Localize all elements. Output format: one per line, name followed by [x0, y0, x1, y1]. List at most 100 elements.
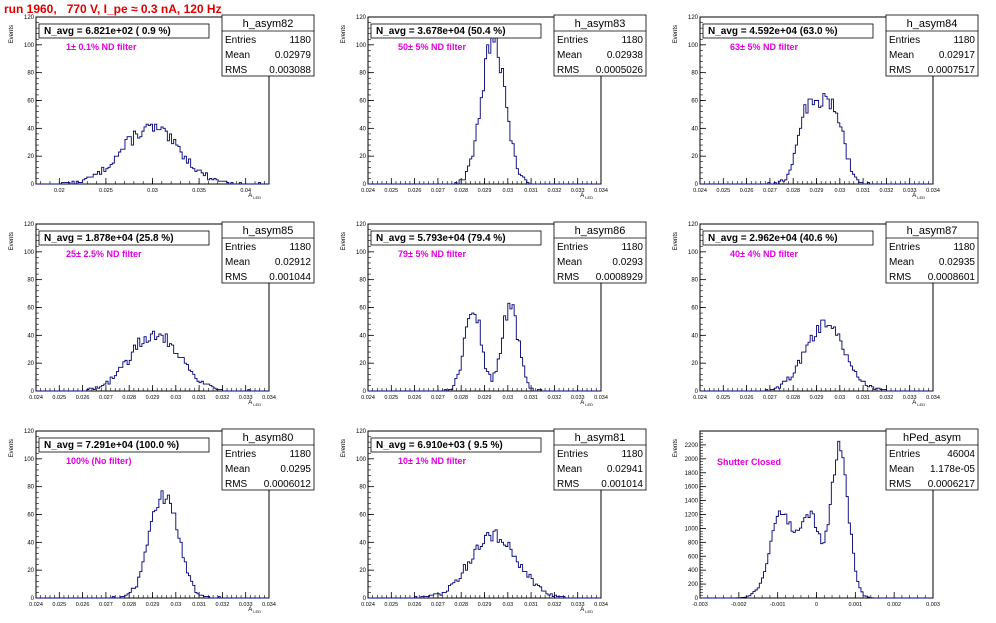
y-tick-label: 120 — [356, 429, 367, 435]
x-tick-label: 0.031 — [856, 188, 870, 194]
x-tick-label: 0.029 — [146, 395, 160, 401]
y-tick-label-zero: 0 — [363, 596, 367, 602]
x-tick-label: 0.001 — [848, 602, 862, 608]
x-tick-label: 0.031 — [192, 395, 206, 401]
y-tick-label-zero: 0 — [31, 389, 35, 395]
y-tick-label: 80 — [359, 485, 366, 491]
x-tick-label: 0.027 — [763, 395, 777, 401]
navg-text: N_avg = 5.793e+04 (79.4 %) — [376, 233, 506, 244]
x-tick-label: 0.03 — [170, 602, 181, 608]
stats-value: 0.001014 — [601, 479, 643, 490]
x-tick-label: 0.032 — [548, 395, 562, 401]
navg-box — [38, 437, 210, 453]
stats-key: Mean — [225, 464, 250, 475]
x-tick-label: 0.032 — [548, 602, 562, 608]
x-tick-label: 0.02 — [54, 188, 65, 194]
stats-title: h_asym82 — [243, 18, 294, 30]
x-tick-label: 0.033 — [571, 602, 585, 608]
x-axis-label: ALED — [912, 193, 925, 200]
stats-box — [221, 428, 315, 491]
histogram-h_asym84-svg: 20 40 60 80 100 120 00.024 0.025 0.026 0.027 0.028… — [673, 14, 979, 200]
y-tick-label: 40 — [359, 540, 366, 546]
x-tick-label: 0.028 — [454, 395, 468, 401]
histogram-hPed_asym-svg: 200 400 600 800 1000 1200 1400 1600 1800 2000 2200… — [673, 428, 979, 608]
x-axis-label: ALED — [580, 400, 593, 407]
y-tick-label: 80 — [359, 71, 366, 77]
y-tick-label: 2200 — [685, 443, 699, 449]
stats-value: 0.0293 — [612, 257, 643, 268]
stats-box — [885, 428, 979, 491]
x-tick-label: 0.025 — [52, 602, 66, 608]
stats-value: 1.178e-05 — [930, 464, 975, 475]
stats-value: 0.0006012 — [264, 479, 312, 490]
x-tick-label: 0.029 — [478, 602, 492, 608]
y-tick-label: 40 — [27, 126, 34, 132]
x-tick-label: 0.031 — [192, 602, 206, 608]
x-tick-label: 0.029 — [810, 188, 824, 194]
navg-text: N_avg = 2.962e+04 (40.6 %) — [708, 233, 838, 244]
y-tick-label-zero: 0 — [31, 182, 35, 188]
stats-value: 1180 — [289, 242, 311, 253]
x-axis-label: ALED — [248, 193, 261, 200]
y-tick-label: 100 — [688, 43, 699, 49]
run-title: run 1960, 770 V, I_pe ≈ 0.3 nA, 120 Hz — [4, 2, 222, 16]
stats-value: 1180 — [621, 35, 643, 46]
stats-key: RMS — [557, 479, 580, 490]
stats-value: 0.02941 — [607, 464, 644, 475]
histogram-panel-h_asym84: 20 40 60 80 100 120 0 0.024 0.025 0.026 0.027 0.028… — [664, 2, 996, 209]
histogram-h_asym83-svg: 20 40 60 80 100 120 00.024 0.025 0.026 0.027 0.028… — [341, 14, 647, 200]
y-tick-label: 40 — [359, 333, 366, 339]
y-tick-label: 100 — [356, 43, 367, 49]
stats-box — [885, 221, 979, 284]
x-tick-label: 0.026 — [408, 602, 422, 608]
y-tick-label: 400 — [688, 568, 699, 574]
y-tick-label: 100 — [24, 43, 35, 49]
x-tick-label: 0.027 — [431, 188, 445, 194]
histogram-panel-hPed_asym: 200 400 600 800 1000 1200 1400 1600 1800 2000 2200… — [664, 416, 996, 623]
x-tick-label: 0.028 — [454, 602, 468, 608]
x-tick-label: 0.04 — [240, 188, 251, 194]
y-tick-label: 60 — [27, 513, 34, 519]
y-tick-label: 80 — [27, 71, 34, 77]
y-tick-label: 20 — [359, 361, 366, 367]
filter-label: 79± 5% ND filter — [398, 249, 466, 259]
x-tick-label: 0.03 — [170, 395, 181, 401]
stats-key: RMS — [225, 479, 248, 490]
x-tick-label: 0.03 — [834, 188, 845, 194]
stats-key: Entries — [225, 35, 256, 46]
x-tick-label: 0.029 — [478, 395, 492, 401]
y-tick-label: 120 — [24, 429, 35, 435]
histogram-line — [36, 490, 269, 599]
stats-value: 1180 — [621, 449, 643, 460]
stats-key: Entries — [557, 449, 588, 460]
stats-title: h_asym80 — [243, 432, 294, 444]
filter-label: 25± 2.5% ND filter — [66, 249, 142, 259]
stats-title: h_asym86 — [575, 225, 626, 237]
x-tick-label: -0.001 — [770, 602, 786, 608]
x-tick-label: 0.025 — [384, 602, 398, 608]
y-tick-label-zero: 0 — [31, 596, 35, 602]
navg-box — [370, 437, 542, 453]
y-tick-label: 100 — [24, 457, 35, 463]
stats-key: Entries — [889, 35, 920, 46]
x-axis-label: ALED — [248, 607, 261, 614]
stats-title: h_asym84 — [907, 18, 958, 30]
stats-key: Mean — [557, 257, 582, 268]
stats-box — [885, 14, 979, 77]
stats-value: 0.02938 — [607, 50, 644, 61]
histogram-line — [700, 440, 933, 599]
x-tick-label: 0.033 — [239, 395, 253, 401]
x-tick-label: 0.028 — [786, 395, 800, 401]
x-tick-label: 0.029 — [146, 602, 160, 608]
x-tick-label: 0.024 — [361, 602, 375, 608]
x-tick-label: 0.032 — [216, 395, 230, 401]
navg-text: N_avg = 7.291e+04 (100.0 %) — [44, 440, 179, 451]
x-tick-label: 0.034 — [594, 395, 608, 401]
y-tick-label: 40 — [27, 333, 34, 339]
x-tick-label: 0.03 — [834, 395, 845, 401]
x-tick-label: 0.034 — [926, 395, 940, 401]
navg-box — [38, 23, 210, 39]
y-tick-label-zero: 0 — [363, 389, 367, 395]
y-tick-label: 2000 — [685, 457, 699, 463]
x-tick-label: 0.029 — [478, 188, 492, 194]
